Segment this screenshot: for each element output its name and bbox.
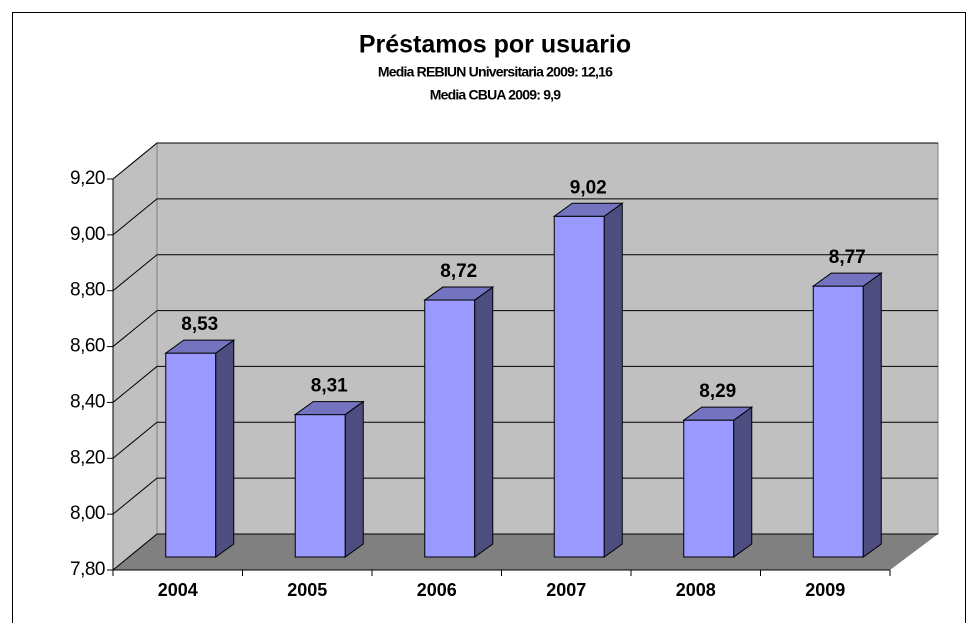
chart-title: Préstamos por usuario [359,31,631,59]
chart-subtitle: Media REBIUN Universitaria 2009: 12,16 [378,64,613,80]
bar-side [733,406,753,558]
grid-line [112,477,938,515]
grid-line [112,365,938,403]
bar-top [293,401,365,416]
bar [424,299,476,558]
y-tick-label: 8,00 [70,503,105,524]
grid-line [112,421,938,459]
value-label: 8,31 [311,376,348,397]
bar-top [423,286,495,301]
bar-side [215,339,235,558]
grid-line [112,142,938,180]
y-tick-label: 8,60 [70,336,105,357]
y-tick-label: 8,80 [70,280,105,301]
chart-subtitle: Media CBUA 2009: 9,9 [430,87,562,103]
bar [683,419,735,558]
bar-side [862,272,882,558]
bar [553,215,605,558]
x-tick-label: 2006 [417,580,457,600]
bar-top [682,406,754,421]
y-tick-label: 7,80 [70,559,105,580]
side-wall [112,141,158,572]
x-tick-label: 2004 [158,580,198,600]
grid-line [112,254,938,292]
value-label: 8,53 [181,314,218,335]
value-label: 8,29 [699,381,736,402]
grid-line [112,198,938,236]
grid-line [112,533,938,571]
x-tick-label: 2009 [805,580,845,600]
bar-top [552,202,624,217]
y-tick-label: 9,00 [70,224,105,245]
bar-side [344,400,364,558]
bar-side [474,286,494,558]
bar [812,285,864,558]
x-tick-label: 2005 [287,580,327,600]
bar-top [164,339,236,354]
bar [165,352,217,558]
y-tick-label: 8,20 [70,447,105,468]
bar [294,414,346,558]
x-tick-label: 2007 [546,580,586,600]
value-label: 8,72 [440,261,477,282]
y-tick-label: 8,40 [70,391,105,412]
bar-side [603,202,623,558]
y-tick-label: 9,20 [70,168,105,189]
grid-line [112,310,938,347]
value-label: 8,77 [829,247,866,268]
value-label: 9,02 [570,177,607,198]
x-tick-label: 2008 [676,580,716,600]
bar-top [811,272,883,287]
